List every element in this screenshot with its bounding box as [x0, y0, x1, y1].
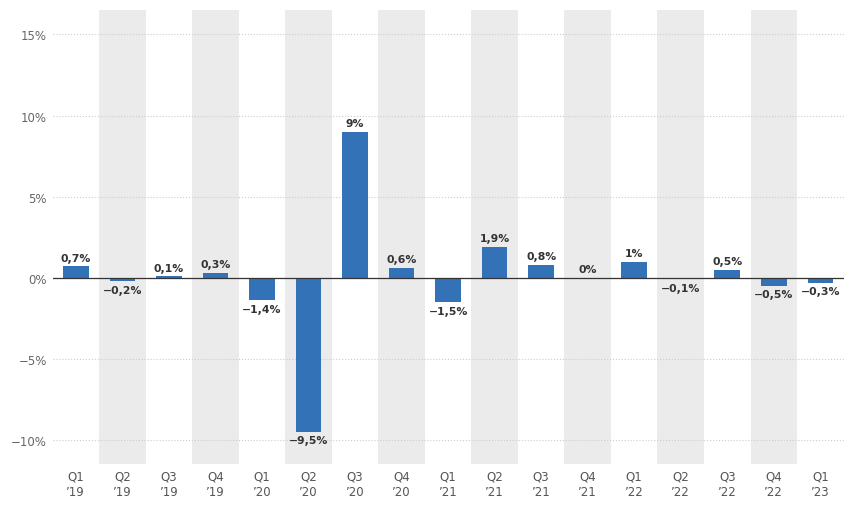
Bar	[518, 11, 564, 464]
Bar	[249, 278, 274, 301]
Text: 9%: 9%	[345, 119, 364, 129]
Bar	[286, 11, 332, 464]
Bar	[192, 11, 239, 464]
Bar	[156, 276, 181, 278]
Text: 0,1%: 0,1%	[154, 263, 184, 273]
Text: −0,1%: −0,1%	[661, 284, 700, 293]
Bar	[342, 132, 368, 278]
Bar	[611, 11, 657, 464]
Bar	[482, 247, 507, 278]
Bar	[99, 11, 145, 464]
Text: 0,5%: 0,5%	[712, 257, 742, 267]
Bar	[808, 278, 833, 283]
Text: 1%: 1%	[625, 248, 644, 259]
Bar	[564, 11, 611, 464]
Bar	[63, 267, 89, 278]
Bar	[389, 269, 415, 278]
Bar	[715, 270, 740, 278]
Text: 0,6%: 0,6%	[386, 255, 416, 265]
Bar	[704, 11, 751, 464]
Text: 1,9%: 1,9%	[480, 234, 510, 244]
Bar	[109, 278, 135, 281]
Bar	[657, 11, 704, 464]
Text: 0%: 0%	[579, 265, 597, 275]
Bar	[471, 11, 518, 464]
Text: 0,7%: 0,7%	[61, 253, 91, 263]
Bar	[239, 11, 286, 464]
Bar	[203, 273, 228, 278]
Bar	[332, 11, 378, 464]
Bar	[751, 11, 797, 464]
Bar	[378, 11, 425, 464]
Bar	[435, 278, 461, 302]
Bar	[425, 11, 471, 464]
Bar	[52, 11, 99, 464]
Text: −9,5%: −9,5%	[289, 436, 328, 445]
Text: −0,3%: −0,3%	[800, 287, 840, 297]
Bar	[668, 278, 693, 280]
Bar	[528, 265, 554, 278]
Bar	[296, 278, 321, 432]
Text: −0,2%: −0,2%	[103, 285, 142, 295]
Text: −1,4%: −1,4%	[242, 304, 281, 315]
Text: 0,3%: 0,3%	[200, 260, 231, 270]
Bar	[761, 278, 787, 287]
Text: −1,5%: −1,5%	[428, 306, 468, 316]
Bar	[145, 11, 192, 464]
Bar	[797, 11, 844, 464]
Text: 0,8%: 0,8%	[526, 252, 557, 262]
Text: −0,5%: −0,5%	[754, 290, 793, 300]
Bar	[622, 262, 647, 278]
